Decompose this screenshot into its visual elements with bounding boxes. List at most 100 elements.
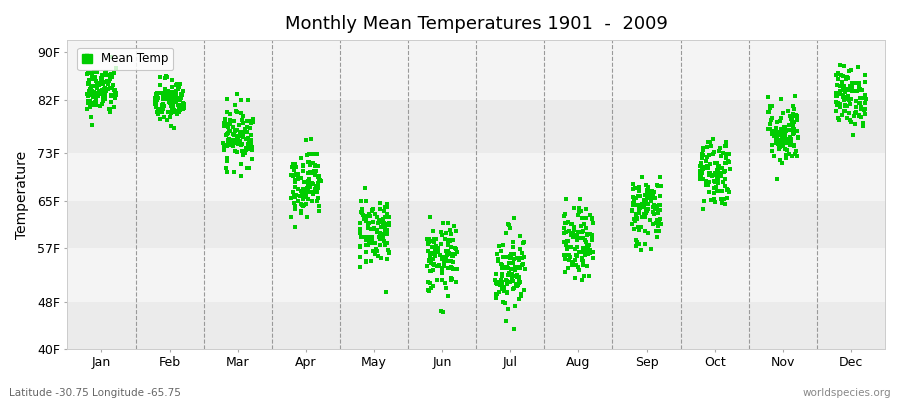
Point: [706, 172, 720, 178]
Point: [103, 76, 117, 82]
Point: [694, 161, 708, 168]
Point: [829, 72, 843, 79]
Point: [839, 103, 853, 109]
Point: [423, 250, 437, 256]
Point: [148, 95, 163, 102]
Point: [696, 206, 710, 212]
Point: [509, 272, 524, 278]
Point: [221, 130, 236, 136]
Point: [305, 198, 320, 204]
Point: [294, 202, 309, 208]
Point: [495, 270, 509, 277]
Point: [583, 212, 598, 218]
Point: [382, 220, 396, 226]
Point: [847, 112, 861, 119]
Point: [701, 163, 716, 169]
Point: [640, 190, 654, 197]
Point: [442, 251, 456, 257]
Point: [854, 104, 868, 110]
Point: [378, 226, 392, 233]
Point: [148, 92, 163, 99]
Point: [714, 172, 728, 179]
Point: [845, 80, 859, 86]
Point: [88, 92, 103, 99]
Point: [645, 220, 660, 227]
Point: [364, 208, 379, 214]
Point: [634, 200, 649, 207]
Point: [241, 97, 256, 103]
Point: [149, 96, 164, 103]
Point: [90, 80, 104, 86]
Point: [716, 169, 731, 176]
Point: [854, 105, 868, 112]
Point: [569, 233, 583, 240]
Point: [309, 168, 323, 174]
Point: [442, 250, 456, 257]
Point: [381, 230, 395, 236]
Point: [832, 62, 847, 68]
Point: [562, 254, 577, 260]
Point: [83, 98, 97, 104]
Point: [378, 214, 392, 220]
Point: [164, 122, 178, 129]
Point: [585, 216, 599, 222]
Point: [572, 205, 587, 212]
Point: [841, 75, 855, 81]
Point: [221, 141, 236, 147]
Point: [426, 256, 440, 262]
Point: [97, 86, 112, 92]
Point: [632, 227, 646, 233]
Point: [99, 69, 113, 76]
Point: [783, 113, 797, 119]
Point: [427, 236, 441, 242]
Point: [571, 229, 585, 235]
Point: [562, 256, 576, 263]
Point: [370, 229, 384, 236]
Point: [489, 277, 503, 283]
Point: [427, 251, 441, 258]
Point: [571, 212, 585, 218]
Point: [701, 179, 716, 186]
Point: [176, 101, 191, 108]
Point: [767, 133, 781, 139]
Point: [218, 116, 232, 123]
Point: [284, 214, 299, 220]
Point: [848, 87, 862, 94]
Point: [356, 234, 370, 240]
Point: [640, 194, 654, 201]
Point: [774, 128, 788, 135]
Point: [371, 253, 385, 259]
Point: [697, 165, 711, 172]
Point: [106, 92, 121, 98]
Point: [150, 90, 165, 96]
Point: [380, 211, 394, 218]
Point: [361, 242, 375, 248]
Point: [303, 169, 318, 176]
Point: [498, 264, 512, 270]
Point: [163, 114, 177, 120]
Point: [81, 100, 95, 106]
Point: [364, 234, 379, 241]
Point: [84, 70, 98, 76]
Point: [715, 187, 729, 194]
Point: [373, 217, 387, 224]
Point: [840, 103, 854, 110]
Point: [845, 83, 859, 89]
Point: [168, 99, 183, 106]
Point: [421, 241, 436, 247]
Point: [646, 204, 661, 210]
Point: [221, 136, 236, 142]
Point: [769, 132, 783, 139]
Point: [296, 186, 310, 192]
Point: [856, 120, 870, 126]
Point: [155, 109, 169, 116]
Point: [216, 147, 230, 153]
Point: [377, 220, 392, 226]
Point: [374, 224, 388, 230]
Point: [157, 114, 171, 120]
Point: [567, 224, 581, 230]
Point: [240, 135, 255, 141]
Point: [82, 92, 96, 98]
Point: [444, 244, 458, 250]
Point: [781, 136, 796, 142]
